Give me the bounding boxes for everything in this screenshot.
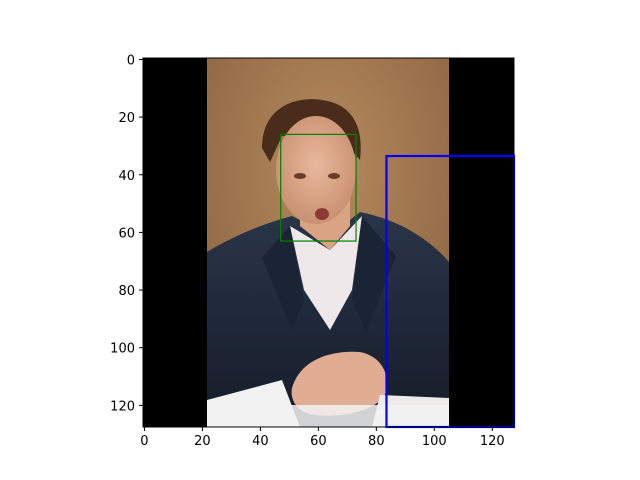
- face-bounding-box: [280, 133, 357, 242]
- portrait-photo: [207, 58, 449, 427]
- axes-frame: [142, 57, 515, 428]
- y-tick-label: 80: [118, 284, 135, 299]
- y-tick-label: 60: [118, 226, 135, 241]
- x-tick-label: 40: [252, 434, 269, 449]
- y-axis: 0 20 40 60 80 100 120: [110, 53, 143, 414]
- y-tick-label: 0: [127, 53, 135, 68]
- x-tick-label: 100: [422, 434, 447, 449]
- x-axis: 0 20 40 60 80 100 120: [140, 427, 505, 449]
- x-tick-label: 0: [140, 434, 148, 449]
- x-tick-label: 120: [480, 434, 505, 449]
- x-tick-label: 60: [310, 434, 327, 449]
- left-black-padding: [143, 58, 207, 427]
- y-tick-label: 120: [110, 399, 135, 414]
- y-tick-label: 100: [110, 342, 135, 357]
- x-tick-label: 20: [194, 434, 211, 449]
- photo-image: [143, 58, 514, 427]
- y-tick-label: 40: [118, 169, 135, 184]
- right-black-padding: [449, 58, 514, 427]
- x-tick-label: 80: [368, 434, 385, 449]
- y-tick-label: 20: [118, 111, 135, 126]
